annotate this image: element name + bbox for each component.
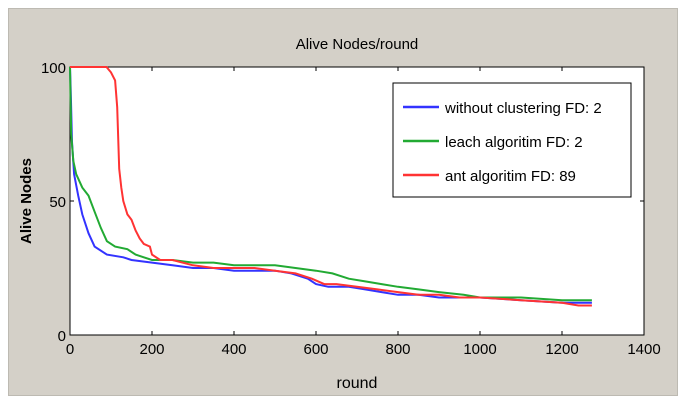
legend-label-1: without clustering FD: 2 bbox=[444, 100, 602, 117]
series-line-3 bbox=[70, 66, 592, 307]
y-axis-label: Alive Nodes bbox=[18, 158, 35, 244]
x-tick-label: 400 bbox=[221, 341, 246, 358]
x-tick-label: 0 bbox=[66, 341, 74, 358]
chart-title: Alive Nodes/round bbox=[296, 36, 419, 53]
x-tick-label: 1200 bbox=[545, 341, 578, 358]
series-lines bbox=[69, 66, 592, 307]
legend-label-3: ant algoritim FD: 89 bbox=[445, 168, 576, 185]
y-tick-label: 50 bbox=[49, 194, 66, 211]
x-tick-label: 1400 bbox=[627, 341, 660, 358]
legend: without clustering FD: 2 leach algoritim … bbox=[392, 82, 632, 198]
series-line-2 bbox=[69, 66, 592, 302]
figure-window: Alive Nodes/round round Alive Nodes 0 200… bbox=[8, 8, 678, 396]
y-tick-label: 0 bbox=[58, 328, 66, 345]
x-tick-label: 200 bbox=[139, 341, 164, 358]
y-tick-label: 100 bbox=[41, 60, 66, 77]
x-tick-label: 600 bbox=[303, 341, 328, 358]
x-axis-label: round bbox=[337, 375, 378, 392]
x-tick-label: 1000 bbox=[463, 341, 496, 358]
x-axis-ticks: 0 200 400 600 800 1000 1200 1400 bbox=[66, 67, 661, 358]
line-chart: Alive Nodes/round round Alive Nodes 0 200… bbox=[18, 36, 661, 392]
legend-label-2: leach algoritim FD: 2 bbox=[445, 134, 583, 151]
x-tick-label: 800 bbox=[385, 341, 410, 358]
